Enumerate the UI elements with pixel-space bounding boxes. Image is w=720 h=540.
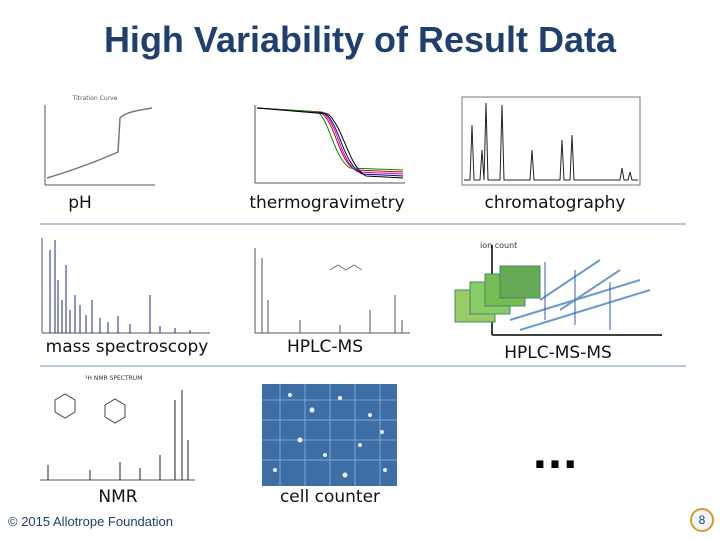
chromatography-thumbnail — [461, 96, 641, 186]
ph-thumbnail: Titration Curve — [44, 95, 155, 186]
svg-text:ion count: ion count — [480, 241, 517, 250]
ellipsis: ... — [532, 432, 578, 478]
panel-label: chromatography — [484, 193, 625, 213]
hplc-ms-ms-thumbnail: ion count — [454, 241, 662, 336]
nmr-thumbnail: ¹H NMR SPECTRUM — [40, 375, 195, 481]
tga-thumbnail — [254, 105, 405, 184]
mass-spec-thumbnail — [41, 238, 210, 334]
footer: © 2015 Allotrope Foundation — [8, 514, 173, 529]
page-badge — [690, 508, 714, 532]
svg-text:Titration Curve: Titration Curve — [72, 95, 118, 102]
panel-label: pH — [68, 193, 92, 213]
cell-counter-thumbnail — [262, 384, 397, 486]
hplc-ms-thumbnail — [254, 248, 410, 334]
panel-label: thermogravimetry — [249, 193, 404, 213]
panel-label: mass spectroscopy — [46, 337, 209, 357]
panel-label: NMR — [98, 487, 137, 507]
panel-label: HPLC-MS — [287, 337, 363, 357]
page-number: 8 — [699, 513, 706, 527]
svg-text:¹H NMR SPECTRUM: ¹H NMR SPECTRUM — [85, 375, 142, 382]
panel-label: cell counter — [280, 487, 380, 507]
panel-label: HPLC-MS-MS — [504, 343, 612, 363]
slide-title: High Variability of Result Data — [104, 19, 617, 60]
